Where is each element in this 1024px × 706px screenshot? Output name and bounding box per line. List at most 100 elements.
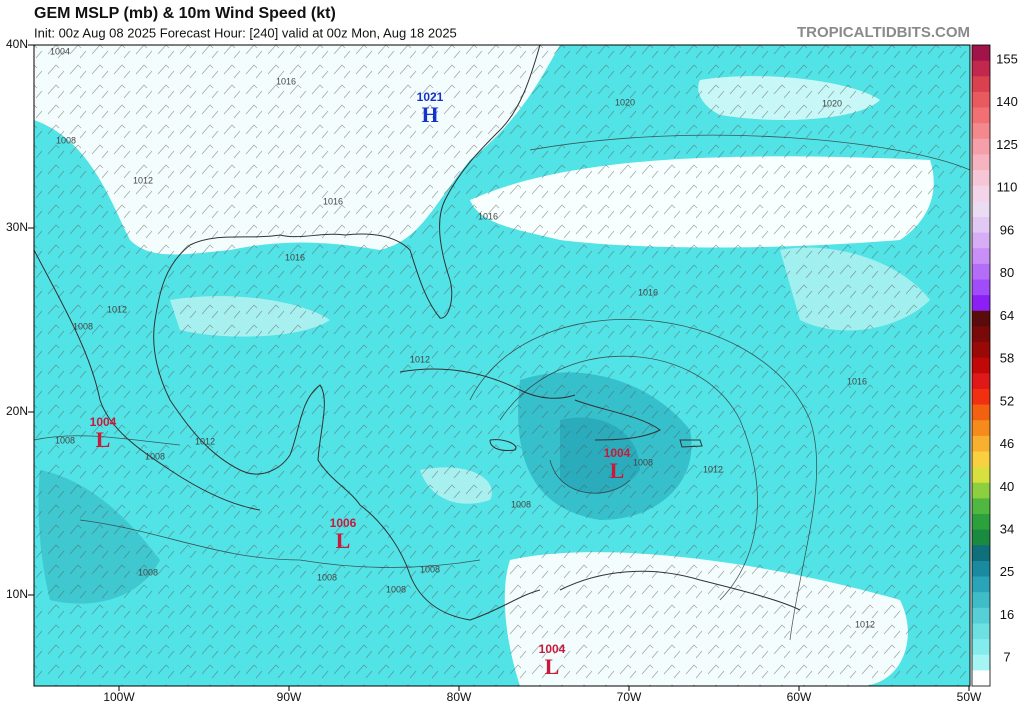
- colorbar-label: 155: [996, 51, 1018, 66]
- colorbar-swatch: [972, 279, 990, 296]
- latitude-label: 20N: [6, 404, 28, 418]
- pressure-value: 1006: [330, 516, 357, 530]
- colorbar-swatch: [972, 107, 990, 124]
- colorbar-swatch: [972, 60, 990, 77]
- isobar-label: 1016: [638, 287, 658, 297]
- colorbar-swatch: [972, 451, 990, 468]
- longitude-label: 70W: [617, 690, 642, 704]
- colorbar-swatch: [972, 560, 990, 577]
- colorbar-swatch: [972, 232, 990, 249]
- pressure-symbol: L: [96, 427, 111, 452]
- colorbar-swatch: [972, 201, 990, 218]
- longitude-label: 80W: [447, 690, 472, 704]
- colorbar-swatch: [972, 295, 990, 312]
- colorbar-label: 96: [1000, 222, 1014, 237]
- colorbar-swatch: [972, 185, 990, 202]
- colorbar-swatch: [972, 248, 990, 265]
- colorbar-swatch: [972, 342, 990, 359]
- colorbar-label: 52: [1000, 393, 1014, 408]
- longitude-label: 90W: [277, 690, 302, 704]
- pressure-value: 1004: [90, 415, 117, 429]
- colorbar-swatch: [972, 123, 990, 140]
- colorbar-swatch: [972, 170, 990, 187]
- colorbar-swatch: [972, 670, 990, 687]
- longitude-label: 50W: [957, 690, 982, 704]
- colorbar-swatch: [972, 154, 990, 171]
- colorbar-label: 64: [1000, 308, 1014, 323]
- pressure-value: 1004: [604, 446, 631, 460]
- isobar-label: 1008: [73, 321, 93, 331]
- colorbar-label: 140: [996, 94, 1018, 109]
- isobar-label: 1016: [276, 76, 296, 86]
- isobar-label: 1016: [323, 196, 343, 206]
- colorbar-label: 80: [1000, 265, 1014, 280]
- colorbar-swatch: [972, 623, 990, 640]
- colorbar-swatch: [972, 76, 990, 93]
- colorbar-swatch: [972, 45, 990, 62]
- isobar-label: 1012: [107, 304, 127, 314]
- isobar-label: 1008: [145, 451, 165, 461]
- colorbar-swatch: [972, 467, 990, 484]
- isobar-label: 1016: [285, 252, 305, 262]
- colorbar-swatch: [972, 357, 990, 374]
- colorbar-swatch: [972, 310, 990, 327]
- colorbar-swatch: [972, 373, 990, 390]
- longitude-label: 60W: [787, 690, 812, 704]
- colorbar-swatch: [972, 404, 990, 421]
- colorbar-swatch: [972, 639, 990, 656]
- pressure-symbol: H: [421, 102, 438, 127]
- colorbar-swatch: [972, 576, 990, 593]
- colorbar-swatch: [972, 388, 990, 405]
- colorbar-swatch: [972, 216, 990, 234]
- isobar-label: 1012: [133, 175, 153, 185]
- isobar-label: 1012: [855, 619, 875, 629]
- pressure-value: 1004: [539, 642, 566, 656]
- colorbar-swatch: [972, 498, 990, 515]
- latitude-label: 10N: [6, 587, 28, 601]
- colorbar-swatch: [972, 420, 990, 437]
- overlay: 40N 30N 20N 10N 100W 90W 80W 70W 60W 50W 1004 1016 1…: [6, 37, 1018, 704]
- map-title: GEM MSLP (mb) & 10m Wind Speed (kt): [34, 5, 336, 22]
- colorbar-swatch: [972, 545, 990, 562]
- isobar-label: 1008: [55, 435, 75, 445]
- colorbar-swatch: [972, 607, 990, 624]
- pressure-symbol: L: [610, 458, 625, 483]
- colorbar-swatch: [972, 529, 990, 546]
- isobar-label: 1008: [138, 567, 158, 577]
- isobar-label: 1008: [511, 499, 531, 509]
- isobar-label: 1012: [410, 354, 430, 364]
- colorbar-swatch: [972, 514, 990, 531]
- pressure-symbol: L: [336, 528, 351, 553]
- colorbar-label: 34: [1000, 522, 1014, 537]
- isobar-label: 1012: [195, 436, 215, 446]
- colorbar-label: 46: [1000, 436, 1014, 451]
- colorbar-swatch: [972, 654, 990, 671]
- colorbar-label: 7: [1003, 650, 1010, 665]
- colorbar-swatch: [972, 263, 990, 280]
- colorbar-swatch: [972, 592, 990, 609]
- colorbar-label: 110: [997, 180, 1018, 195]
- map-subtitle: Init: 00z Aug 08 2025 Forecast Hour: [24…: [34, 25, 457, 40]
- colorbar-frame: [971, 44, 991, 687]
- isobar-label: 1008: [317, 572, 337, 582]
- map-field: [34, 45, 970, 686]
- colorbar-swatch: [972, 435, 990, 452]
- latitude-label: 30N: [6, 220, 28, 234]
- colorbar-label: 125: [996, 137, 1018, 152]
- colorbar-label: 58: [1000, 351, 1014, 366]
- isobar-label: 1008: [633, 457, 653, 467]
- colorbar-swatch: [972, 91, 990, 108]
- pressure-value: 1021: [417, 90, 444, 104]
- isobar-label: 1020: [615, 97, 635, 107]
- isobar-label: 1008: [386, 584, 406, 594]
- colorbar-swatch: [972, 138, 990, 155]
- isobar-label: 1020: [822, 98, 842, 108]
- pressure-symbol: L: [545, 654, 560, 679]
- isobar-label: 1016: [847, 376, 867, 386]
- isobar-label: 1016: [478, 211, 498, 221]
- latitude-label: 40N: [6, 37, 28, 51]
- isobar-label: 1004: [50, 46, 70, 56]
- colorbar-label: 16: [1000, 607, 1014, 622]
- colorbar-label: 40: [1000, 479, 1014, 494]
